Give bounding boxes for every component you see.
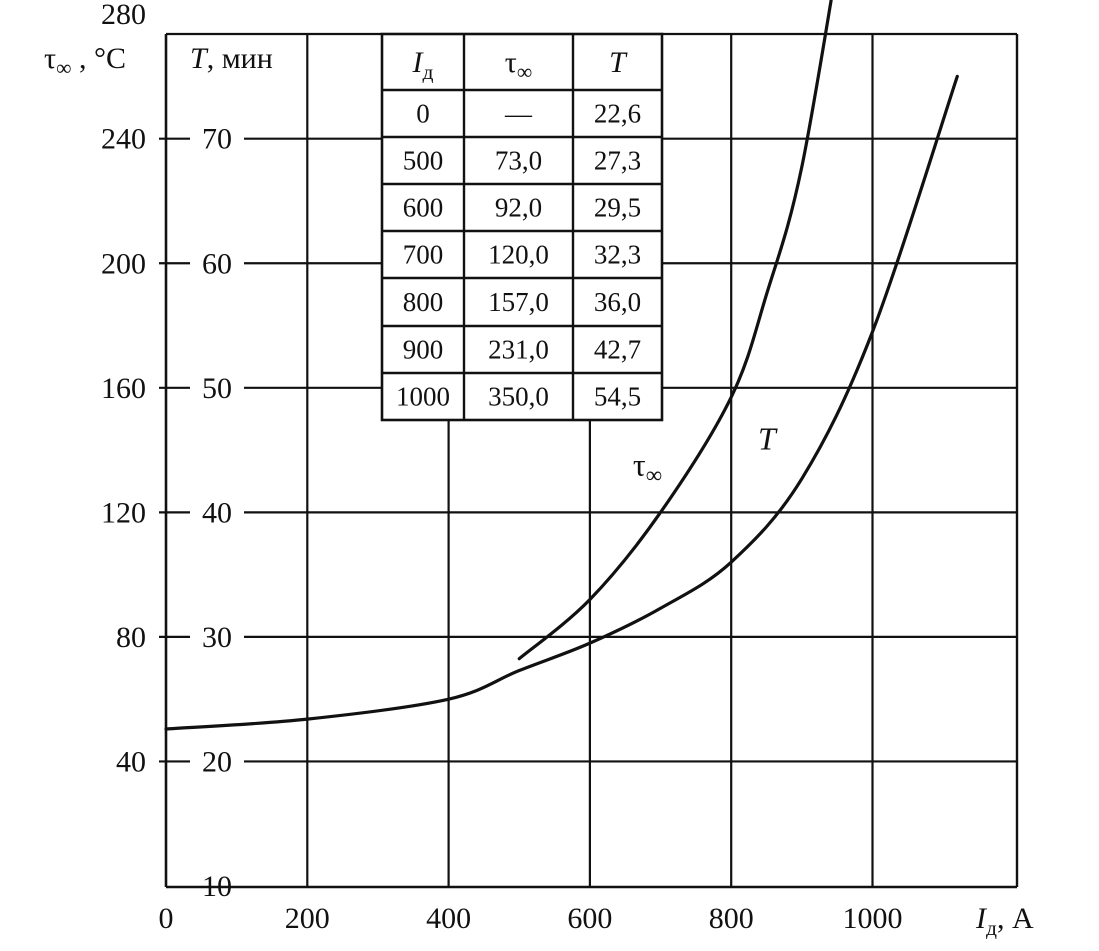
x-tick-label: 1000 <box>843 902 903 935</box>
table-cell: 0 <box>416 99 430 129</box>
x-axis-title: Iд, А <box>975 902 1034 940</box>
y-inner-tick-label: 30 <box>202 621 232 654</box>
table-cell: 54,5 <box>594 382 641 412</box>
y-inner-axis-title: T, мин <box>190 42 273 75</box>
y-inner-tick-label: 20 <box>202 745 232 778</box>
table-cell: 22,6 <box>594 99 641 129</box>
table-cell: 32,3 <box>594 240 641 270</box>
table-cell: 500 <box>403 146 444 176</box>
table-cell: 120,0 <box>488 240 549 270</box>
table-frame <box>380 32 664 422</box>
table-cell: 231,0 <box>488 335 549 365</box>
y-left-tick-label: 120 <box>101 496 146 529</box>
table-cell: 157,0 <box>488 287 549 317</box>
y-left-tick-label: 200 <box>101 247 146 280</box>
tau-curve <box>517 0 833 661</box>
table-header-cell: τ∞ <box>505 46 532 84</box>
table-header-cell: Iд <box>412 46 434 84</box>
table-cell: 92,0 <box>495 193 542 223</box>
table-cell: 29,5 <box>594 193 641 223</box>
y-inner-tick-label: 10 <box>202 870 232 903</box>
x-tick-label: 400 <box>426 902 471 935</box>
table-cell: 42,7 <box>594 335 641 365</box>
table-cell: 600 <box>403 193 444 223</box>
y-left-tick-label: 160 <box>101 372 146 405</box>
table-cell: 700 <box>403 240 444 270</box>
t-curve <box>164 74 959 731</box>
x-tick-label: 600 <box>567 902 612 935</box>
table-cell: 350,0 <box>488 382 549 412</box>
x-tick-label: 200 <box>285 902 330 935</box>
curve-label-tau: τ∞ <box>633 446 662 487</box>
y-inner-tick-label: 60 <box>202 247 232 280</box>
x-tick-label: 0 <box>159 902 174 935</box>
y-inner-tick-label: 50 <box>202 372 232 405</box>
x-tick-label: 800 <box>709 902 754 935</box>
y-inner-tick-label: 40 <box>202 496 232 529</box>
y-inner-tick-label: 70 <box>202 123 232 156</box>
y-left-tick-label: 80 <box>116 621 146 654</box>
y-left-tick-label: 280 <box>101 0 146 31</box>
table-cell: — <box>504 99 533 129</box>
data-table: Iд τ∞ T 0 — 22,6 500 73,0 27,3 600 92,0 29,5 700 120,… <box>380 32 664 422</box>
y-left-tick-label: 240 <box>101 123 146 156</box>
y-left-axis-title: τ∞ , °С <box>44 42 126 80</box>
table-cell: 800 <box>403 287 444 317</box>
table-cell: 27,3 <box>594 146 641 176</box>
curve-label-t: T <box>758 420 778 456</box>
table-cell: 36,0 <box>594 287 641 317</box>
table-header-cell: T <box>609 46 628 79</box>
y-left-tick-label: 40 <box>116 745 146 778</box>
table-cell: 1000 <box>396 382 450 412</box>
table-cell: 73,0 <box>495 146 542 176</box>
table-cell: 900 <box>403 335 444 365</box>
